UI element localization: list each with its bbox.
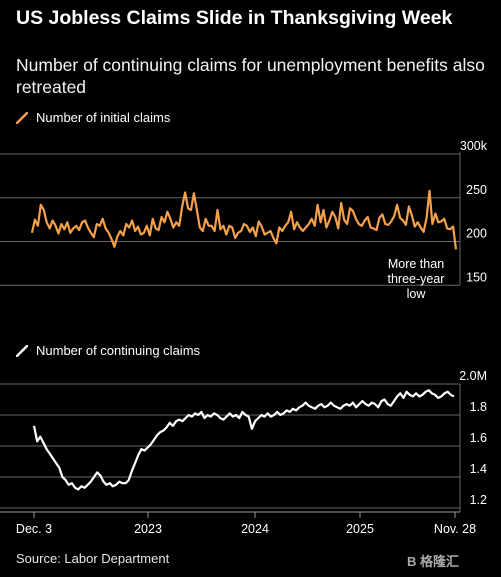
y-tick-label: 2.0M xyxy=(459,369,487,383)
legend-initial-label: Number of initial claims xyxy=(36,110,171,125)
x-tick-label: 2024 xyxy=(241,522,269,536)
y-tick-label: 1.4 xyxy=(470,462,487,476)
x-tick-label: 2025 xyxy=(346,522,374,536)
legend-continuing-label: Number of continuing claims xyxy=(36,343,201,358)
legend-initial-claims: Number of initial claims xyxy=(16,110,170,125)
y-tick-label: 1.2 xyxy=(470,493,487,507)
x-tick-label: Nov. 28 xyxy=(434,522,476,536)
annotation-text: More than three-year low xyxy=(388,257,445,301)
watermark-logo: B 格隆汇 xyxy=(407,554,460,569)
y-tick-label: 250 xyxy=(466,183,487,197)
continuing-claims-line xyxy=(32,389,455,491)
y-tick-label: 200 xyxy=(466,227,487,241)
y-tick-label: 1.6 xyxy=(470,431,487,445)
y-tick-label: 300k xyxy=(460,139,488,153)
y-tick-label: 150 xyxy=(466,270,487,284)
y-tick-label: 1.8 xyxy=(470,400,487,414)
legend-line-icon xyxy=(16,344,28,357)
x-tick-label: Dec. 3 xyxy=(16,522,52,536)
x-tick-label: 2023 xyxy=(134,522,162,536)
initial-claims-line xyxy=(30,189,458,250)
legend-line-icon xyxy=(16,111,28,124)
source-note: Source: Labor Department xyxy=(16,551,170,566)
legend-continuing-claims: Number of continuing claims xyxy=(16,343,200,358)
chart-title: US Jobless Claims Slide in Thanksgiving … xyxy=(16,7,453,29)
chart-subtitle: Number of continuing claims for unemploy… xyxy=(16,55,485,97)
